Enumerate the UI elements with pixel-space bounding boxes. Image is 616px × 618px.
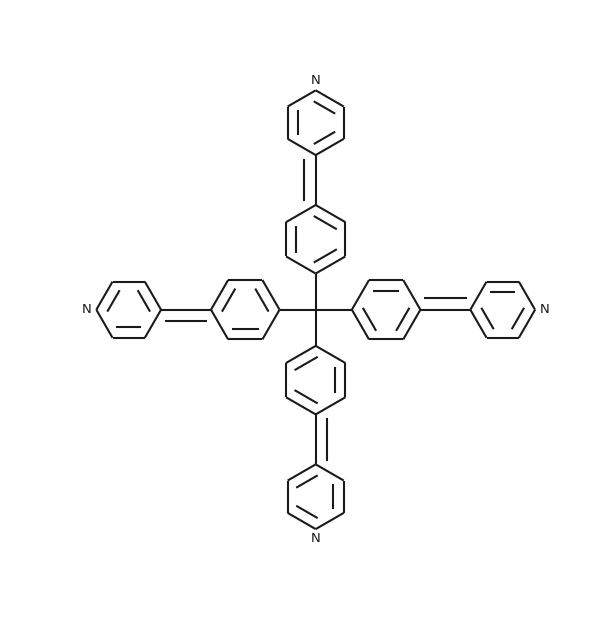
Text: N: N	[311, 532, 320, 545]
Text: N: N	[311, 74, 320, 87]
Text: N: N	[82, 303, 92, 316]
Text: N: N	[540, 303, 549, 316]
